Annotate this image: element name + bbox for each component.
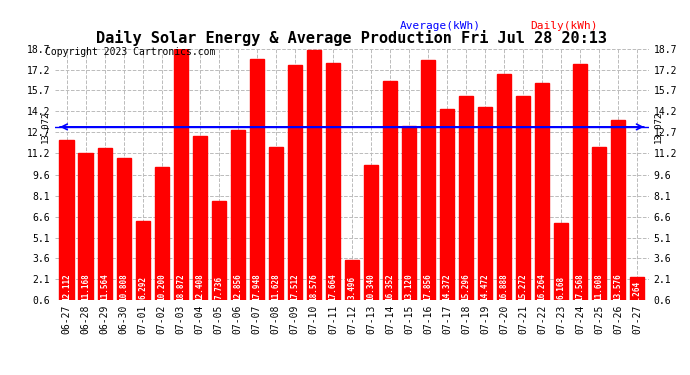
Bar — [117, 158, 131, 308]
Bar — [288, 65, 302, 308]
Text: 18.872: 18.872 — [176, 274, 185, 302]
Text: Average(kWh): Average(kWh) — [400, 21, 480, 31]
Bar — [307, 51, 321, 308]
Bar — [326, 63, 340, 308]
Text: Daily(kWh): Daily(kWh) — [530, 21, 598, 31]
Title: Daily Solar Energy & Average Production Fri Jul 28 20:13: Daily Solar Energy & Average Production … — [97, 30, 607, 46]
Text: 11.608: 11.608 — [595, 274, 604, 302]
Bar — [535, 82, 549, 308]
Text: 6.292: 6.292 — [138, 276, 147, 299]
Bar — [135, 221, 150, 308]
Text: 17.856: 17.856 — [424, 274, 433, 302]
Text: 14.472: 14.472 — [480, 274, 489, 302]
Bar — [573, 64, 587, 308]
Text: 10.808: 10.808 — [119, 274, 128, 302]
Bar — [497, 74, 511, 308]
Text: 16.264: 16.264 — [538, 274, 546, 302]
Text: 17.948: 17.948 — [253, 274, 262, 302]
Text: 2.264: 2.264 — [633, 281, 642, 304]
Text: 16.888: 16.888 — [500, 274, 509, 302]
Text: 11.564: 11.564 — [100, 274, 109, 302]
Text: 13.072: 13.072 — [654, 111, 663, 143]
Bar — [421, 60, 435, 308]
Text: Copyright 2023 Cartronics.com: Copyright 2023 Cartronics.com — [45, 47, 215, 57]
Text: 14.372: 14.372 — [442, 274, 451, 302]
Bar — [402, 126, 416, 308]
Bar — [230, 130, 245, 308]
Text: 6.168: 6.168 — [557, 276, 566, 299]
Text: 13.072: 13.072 — [41, 111, 50, 143]
Bar — [364, 165, 378, 308]
Text: 15.296: 15.296 — [462, 274, 471, 302]
Bar — [630, 277, 644, 308]
Bar — [592, 147, 607, 308]
Text: 18.576: 18.576 — [309, 274, 318, 302]
Text: 17.512: 17.512 — [290, 274, 299, 302]
Text: 16.352: 16.352 — [386, 274, 395, 302]
Text: 12.856: 12.856 — [233, 274, 242, 302]
Bar — [250, 59, 264, 308]
Bar — [59, 140, 74, 308]
Text: 10.340: 10.340 — [366, 274, 375, 302]
Text: 17.568: 17.568 — [575, 274, 584, 302]
Text: 13.576: 13.576 — [613, 274, 622, 302]
Bar — [212, 201, 226, 308]
Text: 17.664: 17.664 — [328, 274, 337, 302]
Bar — [554, 223, 569, 308]
Bar — [79, 153, 92, 308]
Text: 7.736: 7.736 — [215, 276, 224, 299]
Bar — [193, 136, 207, 308]
Text: 15.272: 15.272 — [519, 274, 528, 302]
Bar — [268, 147, 283, 308]
Bar — [97, 148, 112, 308]
Bar — [383, 81, 397, 308]
Bar — [174, 46, 188, 308]
Text: 12.112: 12.112 — [62, 274, 71, 302]
Text: 3.496: 3.496 — [347, 276, 357, 299]
Bar — [345, 260, 359, 308]
Bar — [459, 96, 473, 308]
Text: 12.408: 12.408 — [195, 274, 204, 302]
Text: 10.200: 10.200 — [157, 274, 166, 302]
Bar — [478, 108, 492, 308]
Text: 13.120: 13.120 — [404, 274, 413, 302]
Text: 11.628: 11.628 — [271, 274, 280, 302]
Bar — [440, 109, 454, 308]
Text: 11.168: 11.168 — [81, 274, 90, 302]
Bar — [611, 120, 625, 308]
Bar — [516, 96, 530, 308]
Bar — [155, 167, 169, 308]
